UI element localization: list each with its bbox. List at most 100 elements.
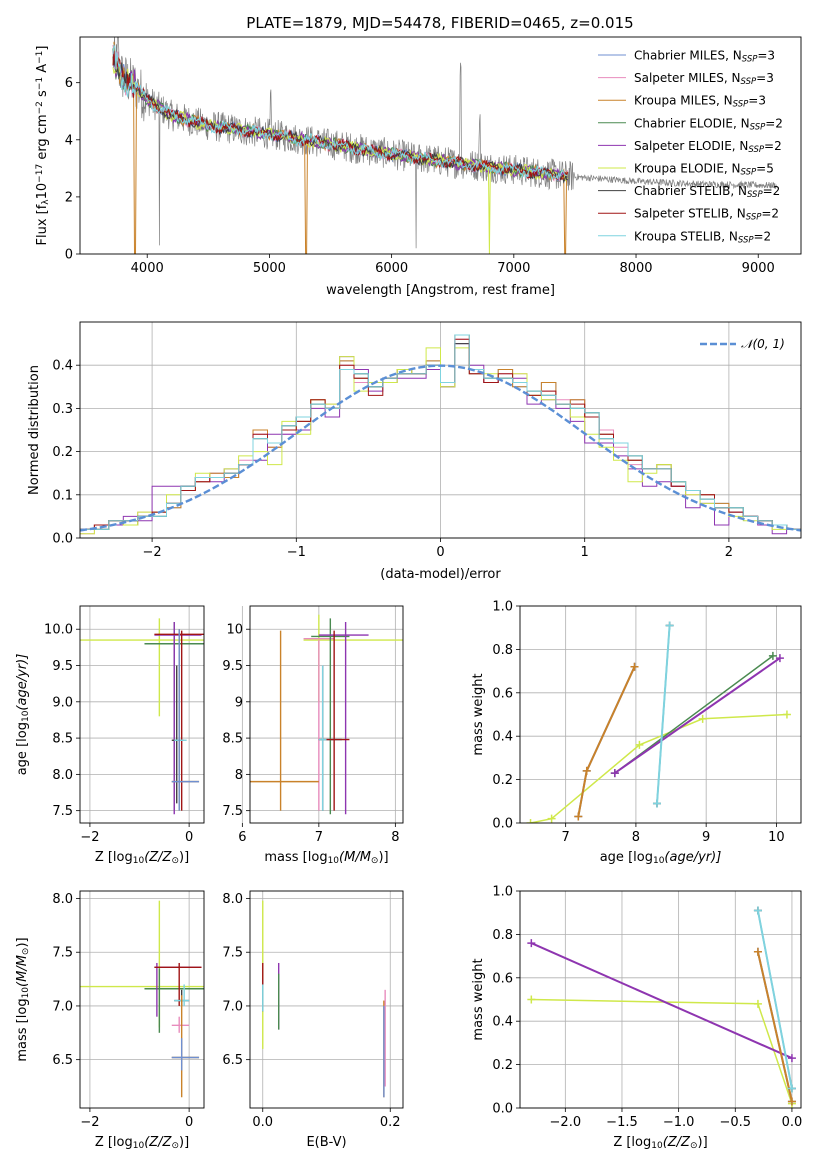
legend-label-kroupa-miles: Kroupa MILES, NSSP=3 (634, 94, 766, 110)
mass-weight-kroupa-elodie-marker (635, 740, 644, 749)
mw-z-ylabel: mass weight (471, 958, 486, 1040)
mw-age-axes: 7 8 9 10 0.0 0.2 0.4 0.6 0.8 1.0 age [log10(age/yr… (471, 600, 802, 866)
age-mass-axes: 6 7 8 7.5 8 8.5 9 9.5 10 mass [log10(M/M⊙)] (222, 605, 404, 866)
mass-ebv-xtick-label: 0.2 (380, 1115, 401, 1130)
mass-weight-kroupa-stelib-marker (787, 1084, 796, 1093)
residuals-frame (79, 321, 802, 539)
mw-z-ytick-label: 0.8 (492, 928, 513, 943)
mass-z-grid (80, 891, 204, 1108)
mass-weight-kroupa-stelib-marker (652, 799, 661, 808)
mw-z-ytick-label: 0.6 (492, 971, 513, 986)
age-z-grid (80, 606, 204, 823)
mass-ebv-ytick-label: 7.5 (222, 946, 243, 961)
residuals-plot (80, 334, 801, 535)
mw-z-axes: −2.0 −1.5 −1.0 −0.5 0.0 0.0 0.2 0.4 0.6 0.8 1.0 Z [… (471, 885, 802, 1152)
mass-weight-salpeter-elodie-marker (610, 769, 619, 778)
mass-ebv-frame (249, 890, 404, 1109)
model-kroupa-stelib-line (112, 43, 568, 181)
mw-z-ytick-label: 1.0 (492, 885, 513, 900)
age-mass-ticks: 6 7 8 7.5 8 8.5 9 9.5 10 (222, 623, 399, 845)
age-z-xlabel: Z [log10(Z/Z⊙)] (95, 850, 189, 866)
mass-weight-kroupa-elodie-marker (753, 999, 762, 1008)
normal-legend-label: 𝒩(0, 1) (741, 337, 785, 351)
residuals-xtick-label: 1 (581, 545, 589, 560)
mw-age-ticks: 7 8 9 10 0.0 0.2 0.4 0.6 0.8 1.0 (492, 600, 784, 846)
normal-curve-line (80, 364, 801, 532)
mass-weight-salpeter-elodie-line (614, 657, 781, 774)
mass-weight-kroupa-miles-marker (574, 812, 583, 821)
age-z-xtick-label: 0 (185, 830, 193, 845)
mass-z-ytick-label: 6.5 (52, 1053, 73, 1068)
mass-weight-kroupa-miles-line (756, 951, 793, 1102)
residuals-xlabel: (data-model)/error (380, 567, 501, 582)
age-z-axes: −2 0 7.5 8.0 8.5 9.0 9.5 10.0 Z [log10(Z/Z⊙)] age… (15, 605, 205, 866)
residuals-xtick-label: −2 (143, 545, 162, 560)
mw-age-ylabel: mass weight (471, 673, 486, 755)
mass-weight-salpeter-elodie-marker (787, 1054, 796, 1063)
age-z-ytick-label: 8.0 (52, 768, 73, 783)
age-mass-ytick-label: 9.5 (222, 659, 243, 674)
mass-ebv-grid (250, 891, 403, 1108)
mass-weight-kroupa-stelib-line (656, 625, 671, 804)
spectrum-ytick-label: 0 (65, 248, 73, 263)
residuals-ytick-label: 0.1 (52, 488, 73, 503)
mw-z-ytick-label: 0.4 (492, 1015, 513, 1030)
mw-z-frame (519, 890, 802, 1109)
mass-weight-kroupa-elodie-line (531, 998, 793, 1104)
mass-weight-kroupa-elodie-marker (526, 819, 535, 823)
mass-z-xtick-label: 0 (185, 1115, 193, 1130)
spectrum-title: PLATE=1879, MJD=54478, FIBERID=0465, z=0… (246, 14, 633, 32)
mw-age-grid (520, 605, 801, 824)
age-mass-xtick-label: 8 (391, 830, 399, 845)
spectrum-xtick-label: 6000 (375, 261, 408, 276)
mass-ebv-ytick-label: 8.0 (222, 892, 243, 907)
age-mass-xtick-label: 7 (315, 830, 323, 845)
age-z-ytick-label: 9.0 (52, 695, 73, 710)
mw-age-xtick-label: 8 (632, 830, 640, 845)
residuals-ytick-label: 0.4 (52, 359, 73, 374)
spectrum-xtick-label: 7000 (497, 261, 530, 276)
age-z-frame (79, 605, 205, 824)
mw-z-ticks: −2.0 −1.5 −1.0 −0.5 0.0 0.0 0.2 0.4 0.6 0.8 1.0 (492, 885, 802, 1131)
legend-label-chabrier-stelib: Chabrier STELIB, NSSP=2 (634, 184, 780, 200)
spectrum-legend: Chabrier MILES, NSSP=3 Salpeter MILES, NS… (598, 49, 783, 246)
legend-label-salpeter-elodie: Salpeter ELODIE, NSSP=2 (634, 139, 782, 155)
mw-age-plot (526, 621, 791, 823)
mass-ebv-plot (262, 900, 386, 1098)
mw-age-frame (519, 605, 802, 824)
model-salpeter-stelib-line (112, 50, 569, 181)
mass-weight-kroupa-stelib-marker (665, 621, 674, 630)
mw-age-ytick-label: 0.4 (492, 730, 513, 745)
mass-z-ylabel: mass [log10(M/M⊙)] (15, 937, 31, 1061)
spectrum-ytick-label: 2 (65, 190, 73, 205)
mass-ebv-xlabel: E(B-V) (306, 1135, 346, 1150)
mass-weight-kroupa-miles-marker (787, 1097, 796, 1106)
mw-z-xtick-label: −1.0 (663, 1115, 695, 1130)
residuals-xtick-label: −1 (287, 545, 306, 560)
residuals-xtick-label: 0 (436, 545, 444, 560)
legend-label-chabrier-elodie: Chabrier ELODIE, NSSP=2 (634, 116, 783, 132)
spectrum-frame (79, 36, 802, 255)
mass-z-ytick-label: 7.5 (52, 946, 73, 961)
mass-z-ytick-label: 7.0 (52, 999, 73, 1014)
mass-z-xlabel: Z [log10(Z/Z⊙)] (95, 1135, 189, 1151)
residuals-ylabel: Normed distribution (27, 365, 42, 495)
mw-age-ytick-label: 0.6 (492, 686, 513, 701)
age-z-ticks: −2 0 7.5 8.0 8.5 9.0 9.5 10.0 (44, 623, 193, 845)
age-mass-ytick-label: 8.5 (222, 732, 243, 747)
mass-z-frame (79, 890, 205, 1109)
mass-ebv-ticks: 0.0 0.2 6.5 7.0 7.5 8.0 (222, 892, 400, 1130)
age-mass-frame (249, 605, 404, 824)
mw-age-xtick-label: 7 (562, 830, 570, 845)
mass-z-xtick-label: −2 (80, 1115, 99, 1130)
mass-weight-kroupa-stelib-line (756, 910, 793, 1089)
mass-z-plot (80, 900, 204, 1098)
legend-label-kroupa-stelib: Kroupa STELIB, NSSP=2 (634, 229, 771, 245)
mass-weight-kroupa-elodie-marker (527, 995, 536, 1004)
residuals-ticks: −2 −1 0 1 2 0.0 0.1 0.2 0.3 0.4 (52, 359, 733, 560)
mw-age-xlabel: age [log10(age/yr)] (600, 850, 722, 866)
age-mass-ytick-label: 8 (235, 768, 243, 783)
mass-weight-kroupa-miles-line (577, 666, 636, 817)
mass-weight-kroupa-elodie-marker (782, 710, 791, 719)
mass-z-ytick-label: 8.0 (52, 892, 73, 907)
